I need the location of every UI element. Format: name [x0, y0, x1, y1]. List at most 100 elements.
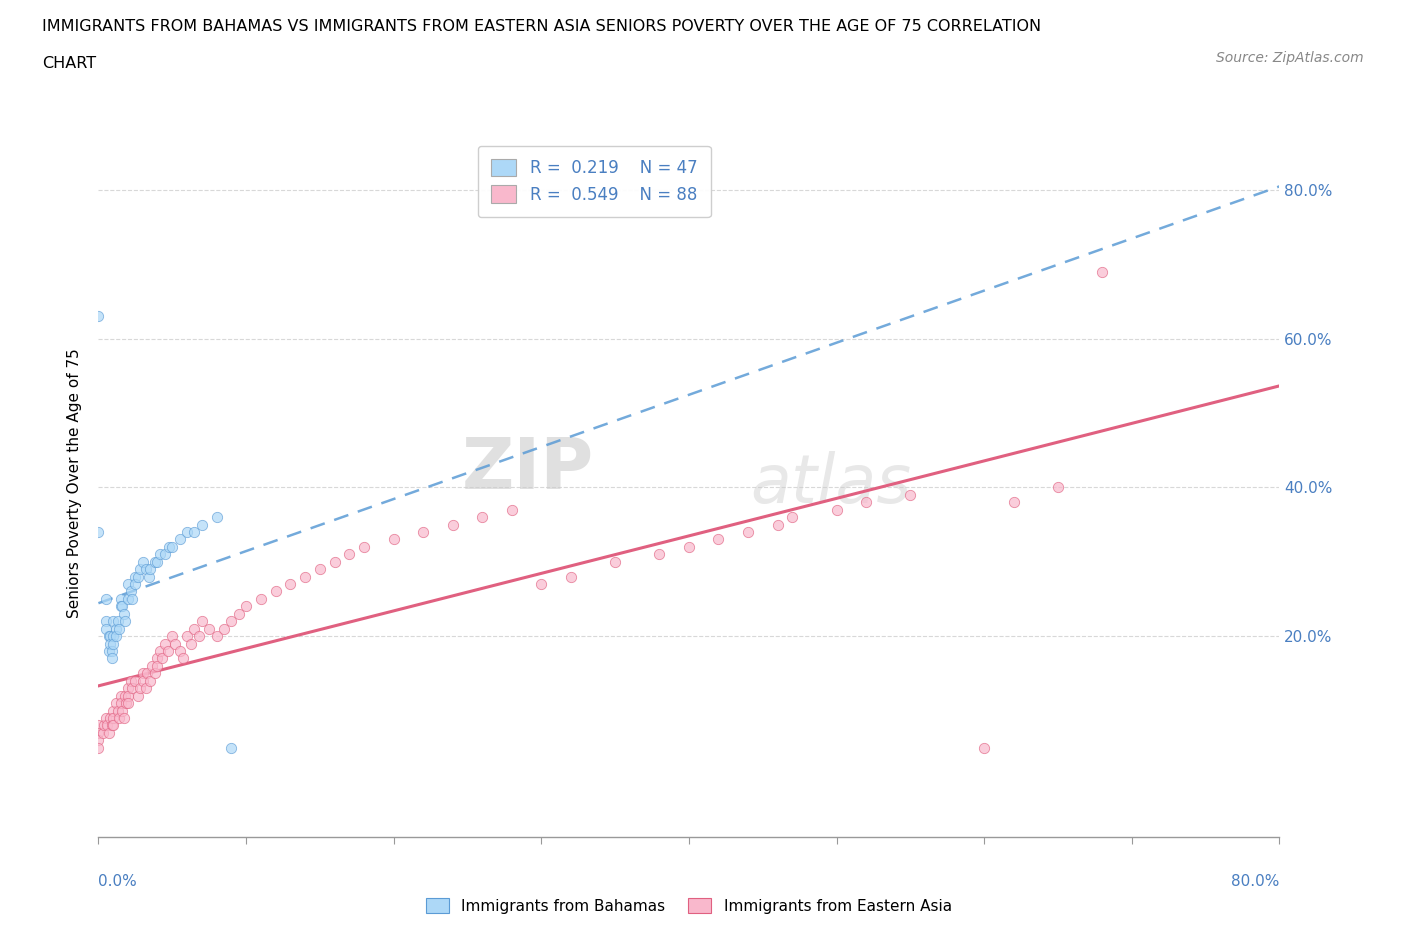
Point [339, 547, 360, 562]
Point [105, 696, 128, 711]
Point [141, 658, 163, 673]
Point [108, 711, 131, 725]
Point [139, 562, 162, 577]
Point [156, 644, 179, 658]
Point [900, 487, 922, 502]
Point [117, 577, 139, 591]
Point [205, 629, 228, 644]
Point [169, 532, 191, 547]
Point [112, 606, 135, 621]
Point [128, 562, 150, 577]
Point [162, 629, 183, 644]
Text: 0.0%: 0.0% [98, 874, 138, 889]
Point [107, 614, 129, 629]
Point [124, 673, 146, 688]
Point [353, 539, 375, 554]
Point [87, 740, 110, 755]
Point [94, 711, 117, 725]
Point [98, 711, 121, 725]
Point [1046, 480, 1069, 495]
Point [120, 673, 142, 688]
Point [146, 658, 169, 673]
Point [117, 696, 139, 711]
Point [678, 539, 700, 554]
Point [153, 636, 176, 651]
Legend: Immigrants from Bahamas, Immigrants from Eastern Asia: Immigrants from Bahamas, Immigrants from… [419, 890, 959, 922]
Point [117, 681, 139, 696]
Point [103, 711, 125, 725]
Point [100, 718, 122, 733]
Point [97, 725, 120, 740]
Point [782, 510, 804, 525]
Point [110, 696, 132, 711]
Point [766, 517, 789, 532]
Point [250, 591, 273, 606]
Point [309, 562, 332, 577]
Point [91, 725, 114, 740]
Point [198, 621, 221, 636]
Point [127, 688, 149, 703]
Point [93, 718, 115, 733]
Point [135, 681, 157, 696]
Point [212, 621, 235, 636]
Point [94, 591, 117, 606]
Point [132, 554, 155, 569]
Point [191, 517, 214, 532]
Point [107, 703, 129, 718]
Y-axis label: Seniors Poverty Over the Age of 75: Seniors Poverty Over the Age of 75 [67, 349, 83, 618]
Point [149, 547, 172, 562]
Point [117, 591, 139, 606]
Point [87, 733, 110, 748]
Point [103, 636, 125, 651]
Point [228, 606, 250, 621]
Point [973, 740, 995, 755]
Point [132, 666, 155, 681]
Point [183, 525, 205, 539]
Point [176, 629, 198, 644]
Text: atlas: atlas [751, 451, 911, 516]
Point [501, 502, 523, 517]
Point [165, 636, 187, 651]
Point [149, 644, 172, 658]
Point [205, 510, 228, 525]
Point [180, 636, 202, 651]
Point [153, 547, 176, 562]
Point [103, 718, 125, 733]
Point [1091, 264, 1114, 279]
Text: Source: ZipAtlas.com: Source: ZipAtlas.com [1216, 51, 1364, 65]
Text: IMMIGRANTS FROM BAHAMAS VS IMMIGRANTS FROM EASTERN ASIA SENIORS POVERTY OVER THE: IMMIGRANTS FROM BAHAMAS VS IMMIGRANTS FR… [42, 19, 1042, 33]
Text: ZIP: ZIP [463, 435, 595, 504]
Point [108, 621, 131, 636]
Point [97, 629, 120, 644]
Point [382, 532, 405, 547]
Point [560, 569, 582, 584]
Point [94, 621, 117, 636]
Point [120, 584, 142, 599]
Point [87, 309, 110, 324]
Point [96, 718, 118, 733]
Point [294, 569, 316, 584]
Point [103, 614, 125, 629]
Point [138, 569, 160, 584]
Point [124, 577, 146, 591]
Point [219, 740, 242, 755]
Point [162, 539, 183, 554]
Point [117, 688, 139, 703]
Point [146, 651, 169, 666]
Point [139, 673, 162, 688]
Point [103, 629, 125, 644]
Point [135, 562, 157, 577]
Point [87, 525, 110, 539]
Point [87, 718, 110, 733]
Point [737, 525, 759, 539]
Point [105, 621, 128, 636]
Point [124, 569, 146, 584]
Point [471, 510, 494, 525]
Point [1002, 495, 1025, 510]
Text: 80.0%: 80.0% [1232, 874, 1279, 889]
Point [105, 629, 128, 644]
Point [100, 644, 122, 658]
Point [94, 614, 117, 629]
Point [648, 547, 671, 562]
Point [121, 591, 143, 606]
